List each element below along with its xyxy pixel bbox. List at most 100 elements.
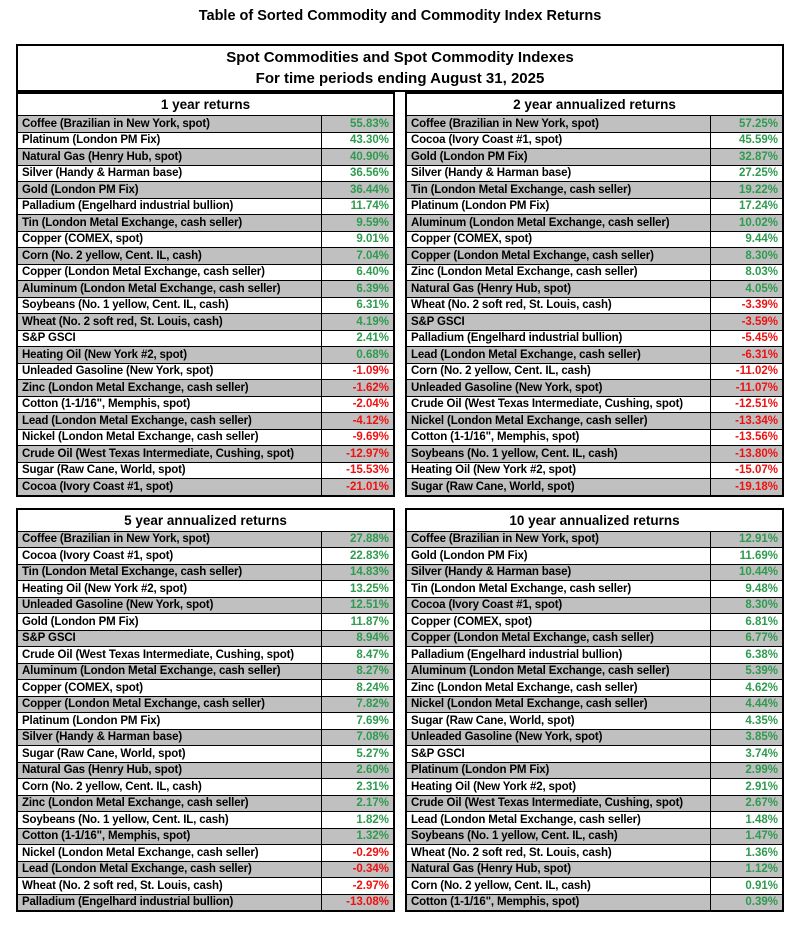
commodity-label: Natural Gas (Henry Hub, spot) (411, 863, 571, 876)
commodity-label: Heating Oil (New York #2, spot) (411, 464, 576, 477)
return-value: 6.81% (710, 614, 782, 630)
commodity-label: Coffee (Brazilian in New York, spot) (411, 117, 599, 130)
table-row: Aluminum (London Metal Exchange, cash se… (407, 662, 782, 679)
return-value: 5.27% (321, 746, 393, 762)
table-row: Gold (London PM Fix) 11.69% (407, 547, 782, 564)
return-value: 8.30% (710, 248, 782, 264)
table-row: Natural Gas (Henry Hub, spot) 40.90% (18, 148, 393, 165)
commodity-label: Lead (London Metal Exchange, cash seller… (411, 813, 641, 826)
table-row: S&P GSCI -3.59% (407, 313, 782, 330)
commodity-label: Aluminum (London Metal Exchange, cash se… (22, 282, 281, 295)
table-body: Coffee (Brazilian in New York, spot) 12.9… (407, 530, 782, 910)
return-value: 2.31% (321, 779, 393, 795)
table-row: Natural Gas (Henry Hub, spot) 4.05% (407, 280, 782, 297)
table-row: Sugar (Raw Cane, World, spot) -19.18% (407, 478, 782, 495)
table-row: Cotton (1-1/16", Memphis, spot) 1.32% (18, 827, 393, 844)
return-value: 7.82% (321, 696, 393, 712)
return-value: 4.05% (710, 281, 782, 297)
return-value: -0.34% (321, 861, 393, 877)
table-row: Palladium (Engelhard industrial bullion)… (18, 893, 393, 910)
table-row: Cotton (1-1/16", Memphis, spot) 0.39% (407, 893, 782, 910)
return-value: 7.69% (321, 713, 393, 729)
return-value: 6.77% (710, 630, 782, 646)
commodity-label: Gold (London PM Fix) (411, 150, 528, 163)
table-row: S&P GSCI 2.41% (18, 329, 393, 346)
table-row: Copper (London Metal Exchange, cash sell… (407, 629, 782, 646)
return-value: 1.36% (710, 845, 782, 861)
table-row: Cocoa (Ivory Coast #1, spot) 8.30% (407, 596, 782, 613)
commodity-label: Sugar (Raw Cane, World, spot) (411, 714, 575, 727)
return-value: 9.59% (321, 215, 393, 231)
commodity-label: Soybeans (No. 1 yellow, Cent. IL, cash) (22, 299, 229, 312)
commodity-label: Sugar (Raw Cane, World, spot) (22, 747, 186, 760)
table-body: Coffee (Brazilian in New York, spot) 27.8… (18, 530, 393, 910)
table-row: Sugar (Raw Cane, World, spot) 4.35% (407, 712, 782, 729)
table-row: Soybeans (No. 1 yellow, Cent. IL, cash) 1… (407, 827, 782, 844)
commodity-label: Copper (COMEX, spot) (22, 681, 143, 694)
table-5-year-annualized-returns: 5 year annualized returns Coffee (Brazil… (16, 507, 395, 912)
table-row: Coffee (Brazilian in New York, spot) 55.8… (18, 115, 393, 132)
table-row: Sugar (Raw Cane, World, spot) -15.53% (18, 461, 393, 478)
return-value: 3.85% (710, 729, 782, 745)
commodity-label: Platinum (London PM Fix) (411, 200, 550, 213)
commodity-label: Gold (London PM Fix) (22, 183, 139, 196)
commodity-label: Platinum (London PM Fix) (22, 714, 161, 727)
table-header-line2: For time periods ending August 31, 2025 (255, 70, 545, 87)
table-row: Cotton (1-1/16", Memphis, spot) -13.56% (407, 428, 782, 445)
commodity-label: Soybeans (No. 1 yellow, Cent. IL, cash) (22, 813, 229, 826)
table-row: Platinum (London PM Fix) 2.99% (407, 761, 782, 778)
table-row: Cocoa (Ivory Coast #1, spot) -21.01% (18, 478, 393, 495)
table-row: Palladium (Engelhard industrial bullion)… (407, 646, 782, 663)
table-row: Silver (Handy & Harman base) 36.56% (18, 164, 393, 181)
return-value: -3.59% (710, 314, 782, 330)
return-value: 0.68% (321, 347, 393, 363)
commodity-label: Heating Oil (New York #2, spot) (22, 348, 187, 361)
commodity-label: S&P GSCI (411, 747, 465, 760)
commodity-label: Nickel (London Metal Exchange, cash sell… (411, 414, 648, 427)
table-row: S&P GSCI 3.74% (407, 745, 782, 762)
table-row: Cocoa (Ivory Coast #1, spot) 45.59% (407, 131, 782, 148)
table-row: Soybeans (No. 1 yellow, Cent. IL, cash) 6… (18, 296, 393, 313)
table-row: Wheat (No. 2 soft red, St. Louis, cash) 1… (407, 844, 782, 861)
table-row: Coffee (Brazilian in New York, spot) 12.9… (407, 530, 782, 547)
table-row: Zinc (London Metal Exchange, cash seller… (18, 379, 393, 396)
table-row: Crude Oil (West Texas Intermediate, Cush… (407, 794, 782, 811)
commodity-label: Coffee (Brazilian in New York, spot) (22, 117, 210, 130)
commodity-label: Soybeans (No. 1 yellow, Cent. IL, cash) (411, 830, 618, 843)
commodity-label: Wheat (No. 2 soft red, St. Louis, cash) (411, 299, 612, 312)
table-row: Gold (London PM Fix) 32.87% (407, 148, 782, 165)
return-value: 1.48% (710, 812, 782, 828)
table-row: Copper (London Metal Exchange, cash sell… (407, 247, 782, 264)
table-row: Lead (London Metal Exchange, cash seller… (407, 346, 782, 363)
table-row: Tin (London Metal Exchange, cash seller)… (407, 181, 782, 198)
table-1-year-returns: 1 year returns Coffee (Brazilian in New … (16, 92, 395, 497)
commodity-label: Lead (London Metal Exchange, cash seller… (22, 414, 252, 427)
table-row: Copper (COMEX, spot) 6.81% (407, 613, 782, 630)
table-row: Nickel (London Metal Exchange, cash sell… (407, 412, 782, 429)
table-10-year-annualized-returns: 10 year annualized returns Coffee (Brazi… (405, 507, 784, 912)
commodity-label: Aluminum (London Metal Exchange, cash se… (22, 665, 281, 678)
return-value: 9.48% (710, 581, 782, 597)
return-value: 43.30% (321, 132, 393, 148)
table-row: Aluminum (London Metal Exchange, cash se… (407, 214, 782, 231)
return-value: 0.39% (710, 894, 782, 910)
commodity-label: Wheat (No. 2 soft red, St. Louis, cash) (411, 846, 612, 859)
commodity-label: Natural Gas (Henry Hub, spot) (22, 150, 182, 163)
table-row: Zinc (London Metal Exchange, cash seller… (18, 794, 393, 811)
return-value: -21.01% (321, 479, 393, 495)
table-row: Heating Oil (New York #2, spot) -15.07% (407, 461, 782, 478)
commodity-label: Heating Oil (New York #2, spot) (22, 582, 187, 595)
table-row: Unleaded Gasoline (New York, spot) 12.51% (18, 596, 393, 613)
commodity-label: Coffee (Brazilian in New York, spot) (22, 533, 210, 546)
commodity-label: Copper (London Metal Exchange, cash sell… (22, 698, 265, 711)
return-value: 6.39% (321, 281, 393, 297)
table-header-box: Spot Commodities and Spot Commodity Inde… (16, 44, 784, 92)
return-value: 8.03% (710, 264, 782, 280)
return-value: 2.41% (321, 330, 393, 346)
commodity-label: Unleaded Gasoline (New York, spot) (411, 381, 603, 394)
quadrant-title: 5 year annualized returns (18, 509, 393, 531)
table-row: Heating Oil (New York #2, spot) 13.25% (18, 580, 393, 597)
table-header-line1: Spot Commodities and Spot Commodity Inde… (226, 49, 574, 66)
table-row: Cocoa (Ivory Coast #1, spot) 22.83% (18, 547, 393, 564)
table-row: Platinum (London PM Fix) 7.69% (18, 712, 393, 729)
